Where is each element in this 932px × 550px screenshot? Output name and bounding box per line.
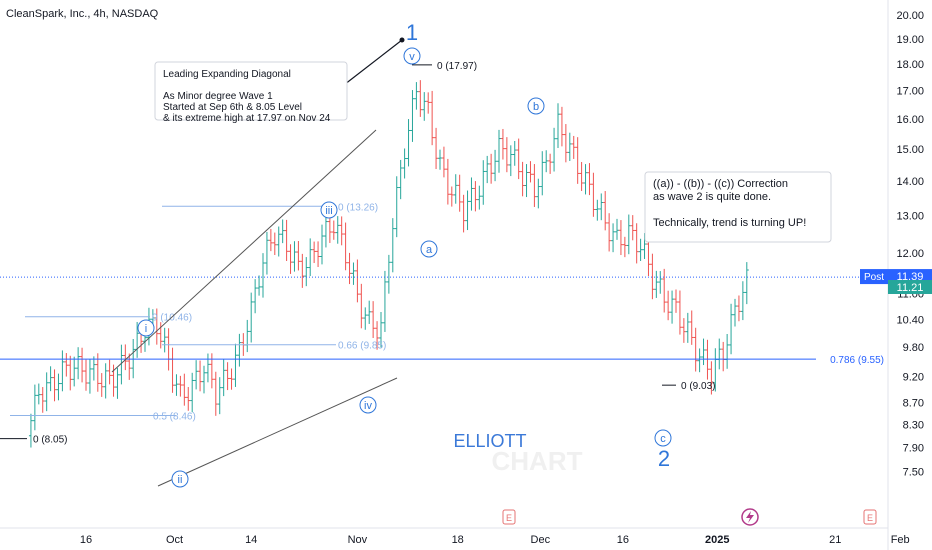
note-left-line: Leading Expanding Diagonal	[163, 69, 291, 80]
y-tick-label: 8.30	[903, 419, 924, 431]
callout-line	[339, 39, 403, 89]
y-tick-label: 14.00	[896, 176, 924, 188]
y-tick-label: 13.00	[896, 211, 924, 223]
y-tick-label: 15.00	[896, 144, 924, 156]
level-label: 0 (17.97)	[437, 61, 477, 72]
chart-title: CleanSpark, Inc., 4h, NASDAQ	[6, 8, 159, 20]
note-left-box	[154, 61, 348, 121]
wave-circle-wave_v	[403, 47, 421, 65]
wave-label-wave_iii: iii	[325, 205, 332, 217]
x-tick-label: 18	[452, 534, 464, 546]
level-tag-spacer	[888, 352, 932, 366]
wave-circle-wave_b	[527, 97, 545, 115]
diagonal-lower-line	[157, 377, 398, 487]
wave-major-1: 1	[406, 20, 418, 45]
x-tick-label: 16	[617, 534, 629, 546]
y-tick-label: 8.70	[903, 397, 924, 409]
level-label: 0.66 (9.85)	[338, 341, 386, 352]
wave-circle-wave_c	[654, 429, 672, 447]
note-left-line: Started at Sep 6th & 8.05 Level	[163, 102, 302, 113]
y-tick-label: 17.00	[896, 86, 924, 98]
diagonal-upper-line	[111, 129, 377, 373]
note-right-box	[644, 171, 832, 243]
x-tick-label: Feb	[891, 534, 910, 546]
flash-event-glyph	[746, 511, 754, 523]
y-tick-label: 12.00	[896, 248, 924, 260]
x-tick-label: 2025	[705, 534, 729, 546]
x-tick-label: 21	[829, 534, 841, 546]
wave-circle-wave_iii	[320, 201, 338, 219]
wave-label-wave_iv: iv	[364, 400, 372, 412]
wave-label-wave_i: i	[145, 323, 147, 335]
earnings-marker-label: E	[506, 513, 512, 523]
x-tick-label: 14	[245, 534, 257, 546]
callout-dot	[399, 37, 405, 43]
level-label: 0.5 (8.46)	[153, 412, 196, 423]
x-tick-label: Dec	[531, 534, 551, 546]
wave-label-wave_ii: ii	[178, 474, 183, 486]
level-label: 0 (10.46)	[152, 313, 192, 324]
note-left-line: & its extreme high at 17.97 on Nov 24	[163, 113, 331, 124]
level-label: 0 (8.05)	[33, 435, 67, 446]
y-tick-label: 19.00	[896, 34, 924, 46]
watermark-elliott: ELLIOTT	[453, 431, 526, 451]
note-right-line: as wave 2 is quite done.	[653, 191, 771, 203]
note-right-line: ((a)) - ((b)) - ((c)) Correction	[653, 178, 788, 190]
wave-label-wave_v: v	[409, 51, 415, 63]
wave-circle-wave_ii	[171, 470, 189, 488]
x-tick-label: 16	[80, 534, 92, 546]
post-tag-label: Post	[864, 272, 884, 283]
candle-series	[28, 80, 749, 448]
wave-circle-wave_iv	[359, 396, 377, 414]
wave-label-wave_b: b	[533, 101, 539, 113]
x-tick-label: Nov	[348, 534, 368, 546]
earnings-marker-label: E	[867, 513, 873, 523]
watermark-chart: CHART	[492, 446, 583, 476]
earnings-marker	[502, 509, 516, 525]
y-tick-label: 9.20	[903, 371, 924, 383]
y-tick-label: 7.50	[903, 467, 924, 479]
y-tick-label: 10.40	[896, 314, 924, 326]
wave-circle-wave_a	[420, 240, 438, 258]
level-label: 0 (9.03)	[681, 381, 715, 392]
wave-circle-wave_i	[137, 319, 155, 337]
y-tick-label: 16.00	[896, 114, 924, 126]
wave-label-wave_c: c	[660, 433, 666, 445]
price-tag-value-2: 11.21	[897, 282, 924, 294]
earnings-marker	[863, 509, 877, 525]
wave-label-wave_a: a	[426, 244, 433, 256]
level-label: 0 (13.26)	[338, 202, 378, 213]
price-tag-2	[888, 279, 932, 294]
wave-major-2: 2	[658, 446, 670, 471]
note-right-line: Technically, trend is turning UP!	[653, 217, 806, 229]
note-left-line: As Minor degree Wave 1	[163, 91, 273, 102]
y-tick-label: 7.90	[903, 442, 924, 454]
level-label: 0.786 (9.55)	[830, 355, 884, 366]
x-tick-label: Oct	[166, 534, 183, 546]
post-tag	[860, 269, 888, 285]
y-tick-label: 9.80	[903, 342, 924, 354]
y-tick-label: 20.00	[896, 10, 924, 22]
y-tick-label: 18.00	[896, 59, 924, 71]
